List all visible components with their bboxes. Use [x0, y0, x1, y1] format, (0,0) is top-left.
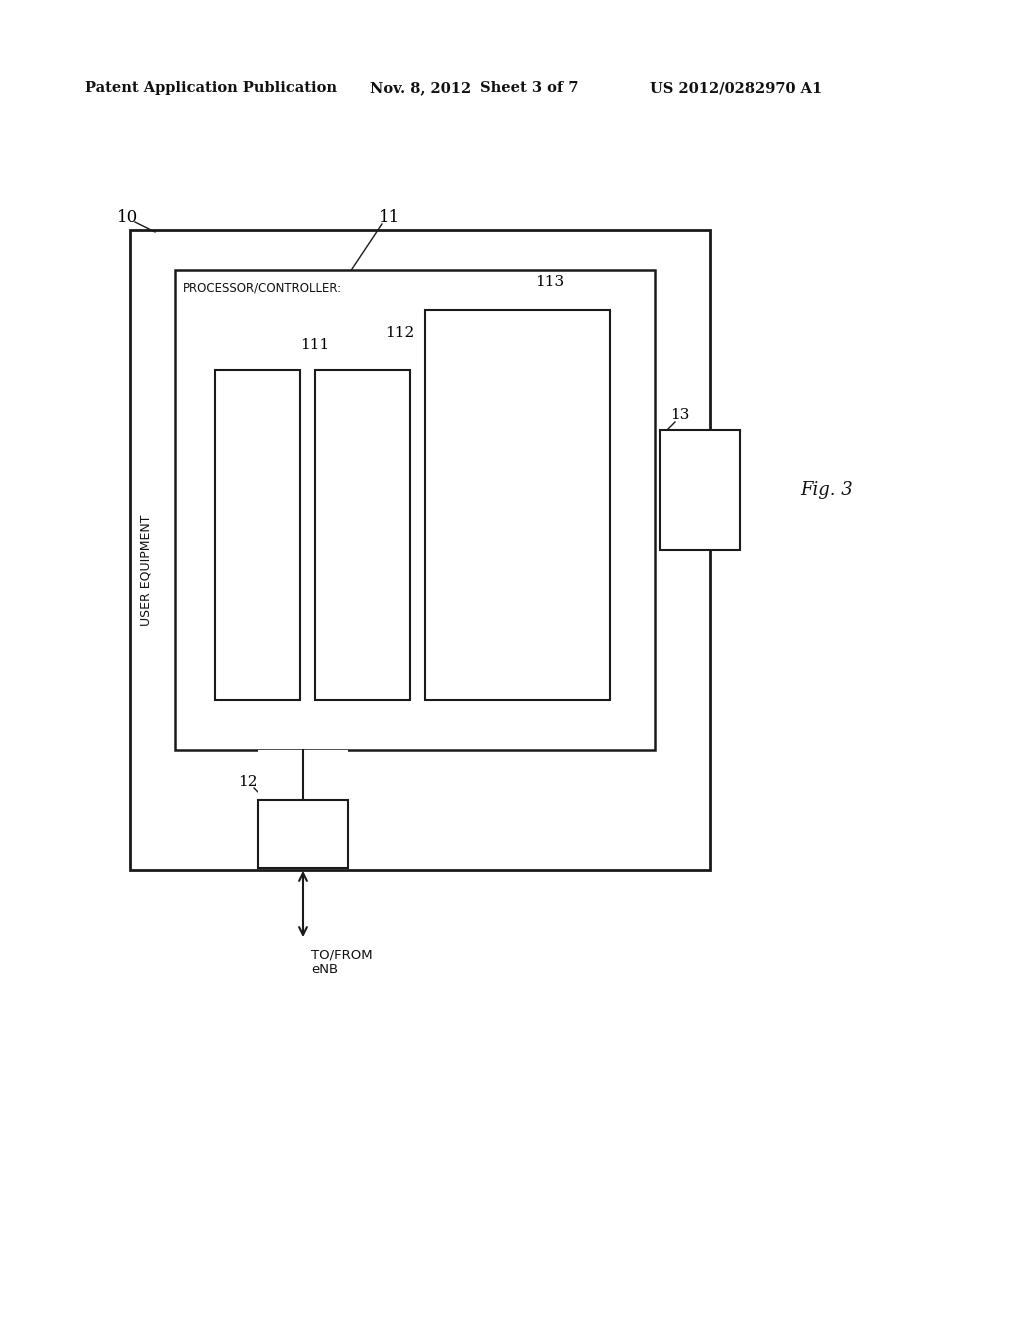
Text: 11: 11: [379, 210, 400, 227]
Text: Nov. 8, 2012: Nov. 8, 2012: [370, 81, 471, 95]
Text: MEMORY: MEMORY: [693, 465, 707, 516]
Text: 12: 12: [239, 775, 258, 789]
Bar: [215, 370, 300, 700]
Text: Fig. 3: Fig. 3: [800, 480, 853, 499]
Bar: [130, 230, 710, 870]
Text: POWER CONTROL
ADJUSTMENT:
- CALCULATED Tx POWER <>
  THRESHOLD VALUE
- DIRECTION: POWER CONTROL ADJUSTMENT: - CALCULATED T…: [472, 429, 563, 582]
Bar: [175, 271, 655, 750]
Text: PROCESSOR/CONTROLLER:: PROCESSOR/CONTROLLER:: [183, 281, 342, 294]
Text: I/O: I/O: [292, 826, 313, 842]
Text: USER EQUIPMENT: USER EQUIPMENT: [139, 515, 153, 626]
Text: TPC RECEIVING AND
PROCESSING: TPC RECEIVING AND PROCESSING: [351, 478, 374, 591]
Bar: [660, 430, 740, 550]
Bar: [258, 750, 348, 800]
Bar: [425, 310, 610, 700]
Text: US 2012/0282970 A1: US 2012/0282970 A1: [650, 81, 822, 95]
Text: 10: 10: [118, 210, 138, 227]
Text: 113: 113: [536, 275, 564, 289]
Text: 112: 112: [385, 326, 415, 341]
Text: TO/FROM
eNB: TO/FROM eNB: [311, 948, 373, 975]
Text: 111: 111: [300, 338, 330, 352]
Bar: [258, 800, 348, 869]
Text: Sheet 3 of 7: Sheet 3 of 7: [480, 81, 579, 95]
Text: Tx POWER CALCULATION: Tx POWER CALCULATION: [253, 465, 262, 605]
Text: Patent Application Publication: Patent Application Publication: [85, 81, 337, 95]
Bar: [315, 370, 410, 700]
Text: 13: 13: [671, 408, 690, 422]
